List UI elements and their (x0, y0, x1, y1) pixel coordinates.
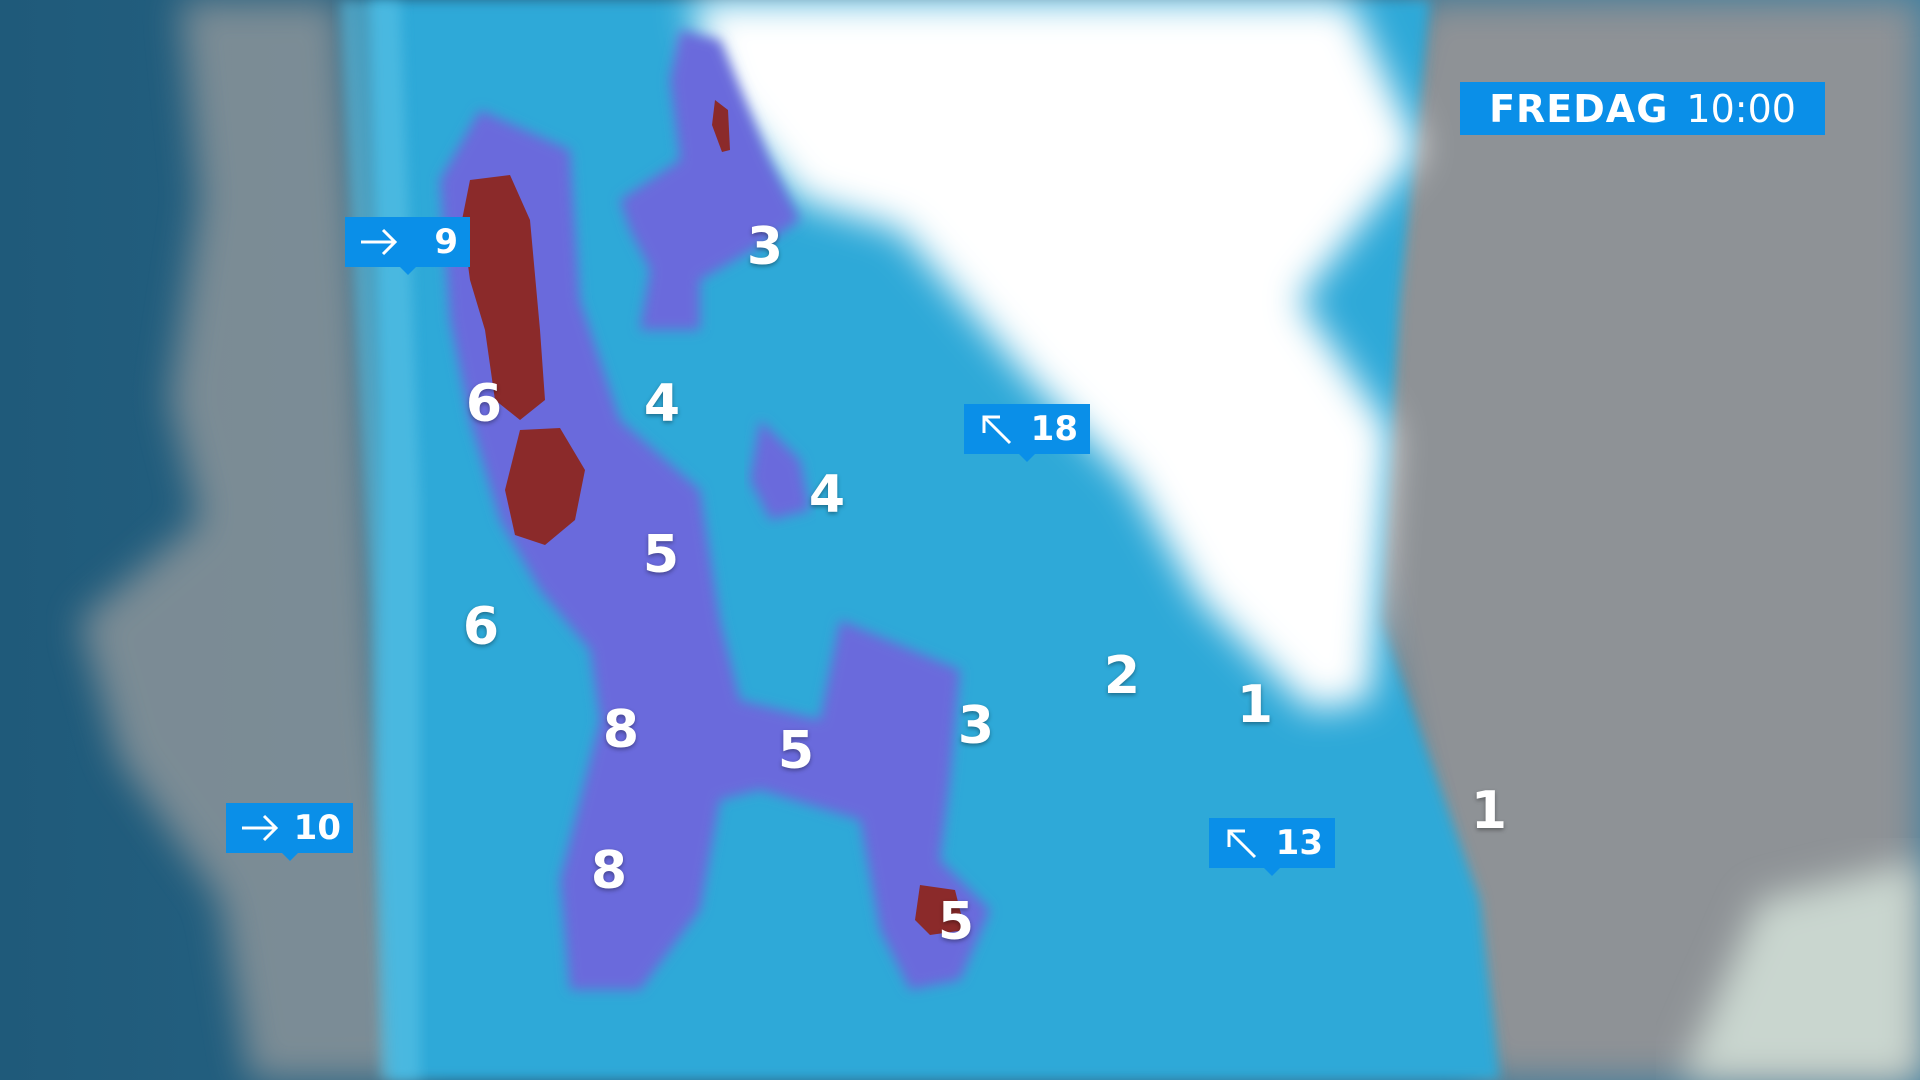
precip-value: 6 (462, 597, 500, 657)
forecast-time-badge: FREDAG 10:00 (1460, 82, 1825, 135)
precip-medium-small (750, 420, 810, 520)
arrow-up-left-icon (982, 415, 1012, 445)
precip-value: 3 (957, 696, 995, 756)
snow-area (690, 0, 1420, 710)
precip-value: 4 (643, 374, 681, 434)
precip-value: 1 (1470, 781, 1508, 841)
forecast-time: 10:00 (1686, 86, 1796, 131)
arrow-right-icon (242, 814, 279, 842)
precip-medium (440, 110, 990, 990)
precip-value: 5 (642, 525, 680, 585)
precip-value: 8 (602, 700, 640, 760)
wind-label: 10 (226, 803, 353, 861)
precip-value: 3 (746, 217, 784, 277)
precip-value: 5 (937, 892, 975, 952)
land-east (1330, 0, 1920, 1080)
precip-value: 1 (1236, 675, 1274, 735)
precip-value: 5 (777, 721, 815, 781)
precip-heavy (462, 175, 545, 420)
wind-label: 9 (345, 217, 470, 275)
land-southeast (1680, 860, 1920, 1080)
precip-value: 4 (808, 465, 846, 525)
precip-value: 6 (465, 374, 503, 434)
arrow-up-left-icon (1227, 829, 1257, 859)
precip-heavy (505, 428, 585, 545)
precip-value: 2 (1103, 646, 1141, 706)
wind-label: 18 (964, 404, 1090, 462)
forecast-day: FREDAG (1489, 86, 1669, 131)
wind-label: 13 (1209, 818, 1335, 876)
wind-speed: 9 (434, 222, 458, 262)
arrow-right-icon (361, 228, 398, 256)
wind-speed: 13 (1275, 823, 1323, 863)
precip-heavy (712, 100, 730, 152)
precip-value: 8 (590, 841, 628, 901)
wind-speed: 18 (1030, 409, 1078, 449)
wind-speed: 10 (293, 808, 341, 848)
precip-heavy (915, 885, 965, 935)
precip-medium-north (620, 30, 800, 330)
